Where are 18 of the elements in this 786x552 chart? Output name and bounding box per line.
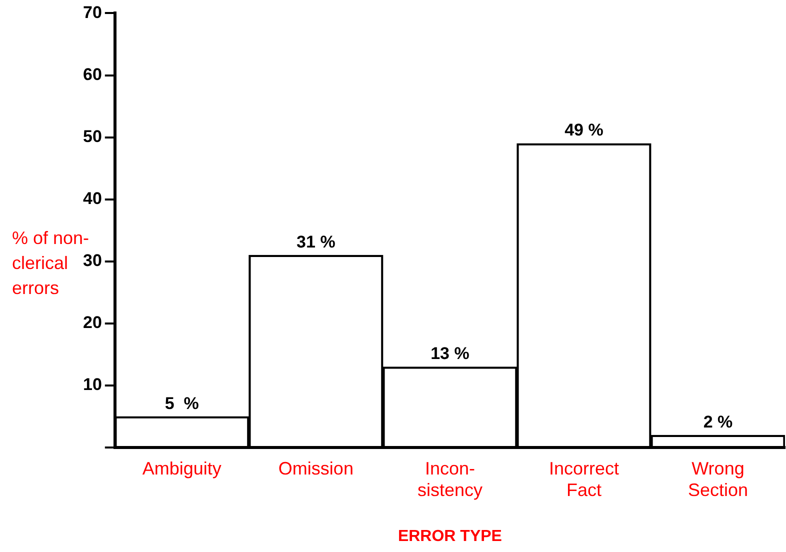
data-label: 2 %	[703, 412, 733, 432]
data-label: 13 %	[430, 344, 470, 364]
y-tick-label: 60	[82, 64, 102, 84]
x-axis-title: ERROR TYPE	[398, 528, 502, 545]
data-label: 49 %	[564, 120, 604, 140]
y-tick-label: 30	[82, 251, 102, 270]
x-tick-label: Incon- sistency	[417, 458, 482, 500]
x-tick-label: Omission	[278, 458, 354, 478]
x-tick-label: Wrong Section	[688, 458, 748, 500]
y-tick-label: 20	[82, 313, 102, 332]
y-tick-label: 40	[82, 189, 102, 208]
y-tick-label: 50	[82, 127, 102, 146]
x-tick-label: Ambiguity	[142, 458, 222, 478]
data-label: 31 %	[296, 232, 336, 252]
x-tick-label: Incorrect Fact	[548, 458, 619, 500]
y-tick-label: 70	[82, 2, 102, 22]
data-label: 5 %	[164, 394, 199, 413]
y-tick-label: 10	[82, 375, 102, 394]
